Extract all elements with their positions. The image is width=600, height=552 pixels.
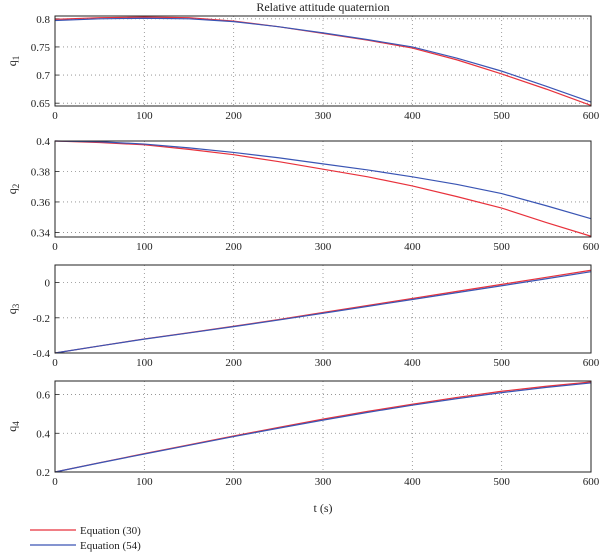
y-tick-label: -0.4: [33, 348, 51, 360]
subplots: 0 100 200 300 400 500 600 0.65 0.7 0.75 0.8 q1 0 100 2…: [5, 14, 600, 488]
subplot-q3: 0 100 200 300 400 500 600 -0.4 -0.2 0 q3: [5, 264, 600, 369]
y-tick-label: 0.65: [31, 98, 51, 110]
x-tick-label: 300: [315, 110, 332, 122]
x-tick-label: 200: [225, 110, 242, 122]
x-tick-label: 0: [52, 476, 58, 488]
x-tick-label: 500: [493, 241, 510, 253]
x-tick-label: 600: [583, 241, 600, 253]
x-tick-label: 100: [136, 241, 153, 253]
subplot-q2: 0 100 200 300 400 500 600 0.34 0.36 0.38 0.4 q2: [5, 136, 600, 253]
legend-label: Equation (54): [80, 540, 141, 552]
y-tick-label: 0.2: [36, 467, 50, 479]
x-tick-label: 600: [583, 357, 600, 369]
x-tick-label: 0: [52, 241, 58, 253]
axes-frame: [54, 140, 592, 238]
x-tick-label: 0: [52, 110, 58, 122]
y-tick-label: 0.75: [31, 42, 51, 54]
y-axis-label: q2: [5, 184, 21, 195]
axes-frame: [54, 264, 592, 354]
series-line-equation-30: [54, 140, 592, 237]
axes-frame: [54, 380, 592, 473]
x-tick-label: 200: [225, 241, 242, 253]
y-tick-label: 0.7: [36, 70, 50, 82]
y-tick-label: 0.8: [36, 14, 50, 26]
x-tick-label: 100: [136, 110, 153, 122]
series-line-equation-54: [54, 382, 592, 473]
y-axis-label: q4: [5, 421, 21, 432]
x-tick-label: 400: [404, 357, 421, 369]
x-tick-label: 500: [493, 476, 510, 488]
x-tick-label: 0: [52, 357, 58, 369]
y-tick-label: 0.34: [31, 227, 51, 239]
subplot-q1: 0 100 200 300 400 500 600 0.65 0.7 0.75 0.8 q1: [5, 14, 600, 122]
y-tick-label: 0.36: [31, 197, 51, 209]
y-tick-label: 0.38: [31, 166, 51, 178]
y-tick-label: 0: [45, 278, 51, 290]
chart-title: Relative attitude quaternion: [256, 0, 389, 14]
series-line-equation-54: [54, 271, 592, 354]
x-tick-label: 200: [225, 476, 242, 488]
series-line-equation-30: [54, 381, 592, 473]
y-tick-label: 0.4: [36, 428, 50, 440]
x-tick-label: 100: [136, 357, 153, 369]
x-tick-label: 400: [404, 110, 421, 122]
y-tick-label: -0.2: [33, 313, 50, 325]
series-line-equation-54: [54, 17, 592, 103]
y-axis-label: q3: [5, 303, 21, 314]
legend-label: Equation (30): [80, 525, 141, 537]
x-tick-label: 600: [583, 110, 600, 122]
subplot-q4: 0 100 200 300 400 500 600 0.2 0.4 0.6 q4: [5, 380, 600, 488]
x-tick-label: 300: [315, 476, 332, 488]
x-tick-label: 500: [493, 110, 510, 122]
x-tick-label: 400: [404, 241, 421, 253]
y-axis-label: q1: [5, 56, 21, 67]
y-tick-label: 0.4: [36, 136, 50, 148]
x-tick-label: 300: [315, 357, 332, 369]
series-line-equation-54: [54, 140, 592, 220]
x-tick-label: 300: [315, 241, 332, 253]
x-tick-label: 200: [225, 357, 242, 369]
x-tick-label: 400: [404, 476, 421, 488]
y-tick-label: 0.6: [36, 390, 50, 402]
axes-frame: [54, 15, 592, 107]
x-tick-label: 500: [493, 357, 510, 369]
x-tick-label: 100: [136, 476, 153, 488]
x-axis-label: t (s): [314, 501, 333, 515]
legend: Equation (30) Equation (54): [30, 525, 141, 552]
x-tick-label: 600: [583, 476, 600, 488]
